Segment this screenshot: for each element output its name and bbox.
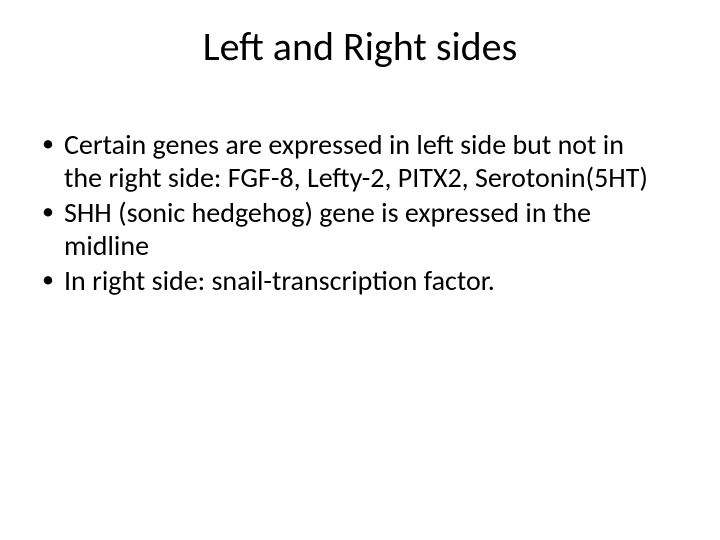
slide-body: Certain genes are expressed in left side… — [38, 128, 662, 299]
list-item: In right side: snail-transcription facto… — [38, 264, 662, 297]
slide: Left and Right sides Certain genes are e… — [0, 0, 720, 540]
bullet-list: Certain genes are expressed in left side… — [38, 128, 662, 297]
slide-title: Left and Right sides — [0, 22, 720, 71]
list-item: Certain genes are expressed in left side… — [38, 128, 662, 194]
list-item: SHH (sonic hedgehog) gene is expressed i… — [38, 196, 662, 262]
